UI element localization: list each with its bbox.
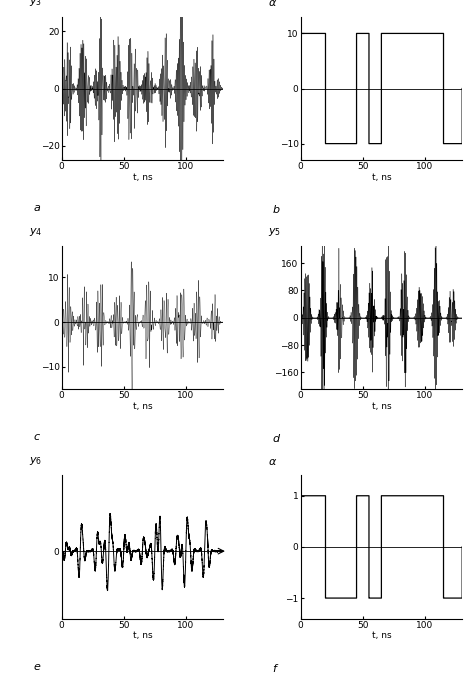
X-axis label: t, ns: t, ns [133,631,152,640]
Text: $d$: $d$ [272,433,281,444]
Text: $\alpha$: $\alpha$ [268,0,277,8]
Text: $y_4$: $y_4$ [29,226,43,237]
Text: $c$: $c$ [33,433,40,442]
X-axis label: t, ns: t, ns [372,172,391,182]
X-axis label: t, ns: t, ns [372,631,391,640]
X-axis label: t, ns: t, ns [133,402,152,411]
Text: $\alpha$: $\alpha$ [268,457,277,466]
Text: $f$: $f$ [272,662,279,673]
Text: $a$: $a$ [33,203,41,213]
Text: $y_6$: $y_6$ [29,455,43,466]
Text: $b$: $b$ [272,203,280,215]
X-axis label: t, ns: t, ns [372,402,391,411]
X-axis label: t, ns: t, ns [133,172,152,182]
Text: $y_5$: $y_5$ [268,226,282,237]
Text: $e$: $e$ [33,662,41,671]
Text: $y_3$: $y_3$ [29,0,43,8]
